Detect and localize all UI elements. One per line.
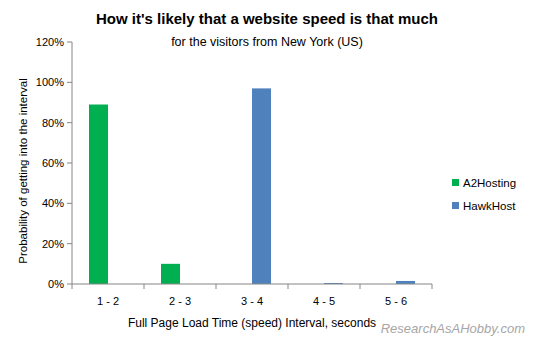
legend-label: A2Hosting bbox=[463, 177, 516, 189]
y-tick bbox=[67, 243, 72, 244]
x-axis bbox=[72, 284, 432, 285]
watermark: ResearchAsAHobby.com bbox=[381, 321, 525, 336]
y-tick bbox=[67, 122, 72, 123]
bar bbox=[89, 105, 108, 284]
chart: How it's likely that a website speed is … bbox=[0, 0, 534, 344]
x-axis-label: Full Page Load Time (speed) Interval, se… bbox=[128, 316, 376, 330]
y-tick bbox=[67, 82, 72, 83]
y-tick-label: 120% bbox=[36, 36, 64, 48]
x-tick bbox=[72, 284, 73, 289]
y-tick bbox=[67, 42, 72, 43]
y-axis bbox=[72, 42, 73, 284]
x-tick-label: 1 - 2 bbox=[97, 295, 119, 307]
x-tick bbox=[216, 284, 217, 289]
legend-label: HawkHost bbox=[463, 200, 516, 212]
bars bbox=[89, 88, 415, 284]
x-tick-label: 5 - 6 bbox=[385, 295, 407, 307]
subtitle: for the visitors from New York (US) bbox=[171, 35, 363, 49]
y-tick-label: 100% bbox=[36, 76, 64, 88]
y-tick-label: 40% bbox=[42, 197, 64, 209]
y-tick-label: 80% bbox=[42, 117, 64, 129]
title: How it's likely that a website speed is … bbox=[96, 10, 438, 27]
x-tick-label: 3 - 4 bbox=[241, 295, 263, 307]
x-tick bbox=[288, 284, 289, 289]
x-tick-label: 4 - 5 bbox=[313, 295, 335, 307]
legend-swatch bbox=[452, 179, 459, 186]
x-tick bbox=[432, 284, 433, 289]
y-tick bbox=[67, 284, 72, 285]
x-tick bbox=[144, 284, 145, 289]
legend-swatch bbox=[452, 202, 459, 209]
y-tick-label: 0% bbox=[48, 278, 64, 290]
y-tick bbox=[67, 163, 72, 164]
x-tick-label: 2 - 3 bbox=[169, 295, 191, 307]
y-axis-label: Probability of getting into the interval bbox=[17, 78, 29, 263]
y-tick-label: 60% bbox=[42, 157, 64, 169]
y-tick-label: 20% bbox=[42, 238, 64, 250]
bar bbox=[252, 88, 271, 284]
y-tick bbox=[67, 203, 72, 204]
bar bbox=[161, 264, 180, 284]
x-tick bbox=[360, 284, 361, 289]
